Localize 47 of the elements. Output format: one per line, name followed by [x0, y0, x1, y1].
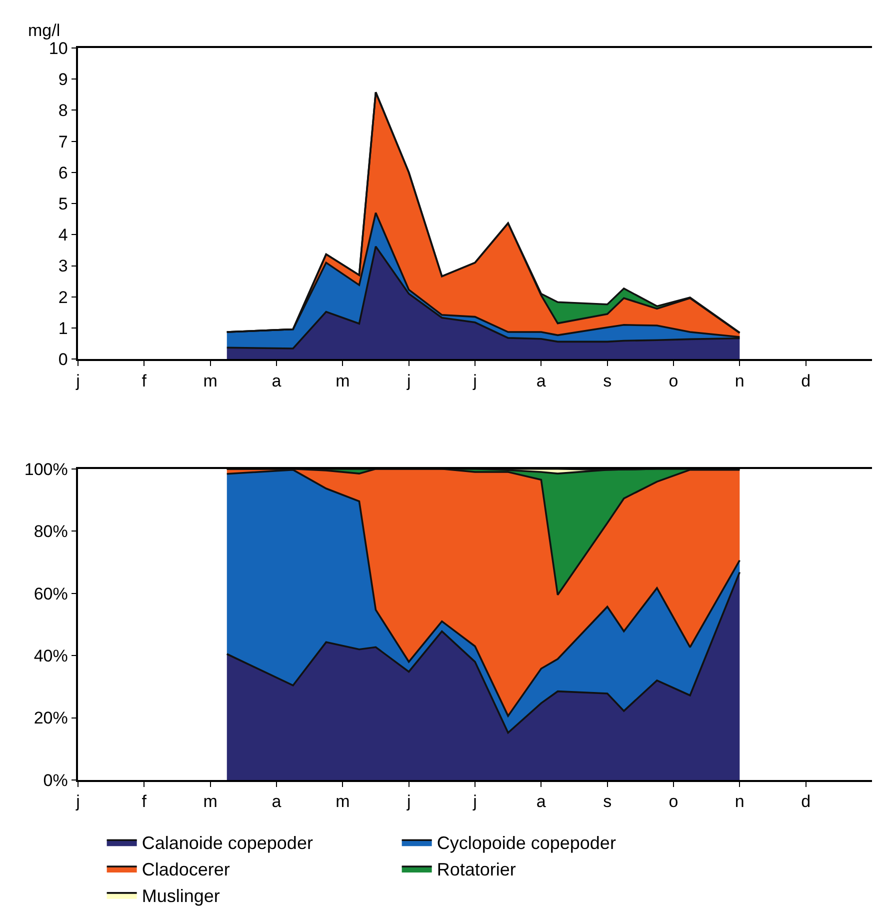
legend-label: Muslinger — [142, 886, 220, 906]
x-tick-label: o — [668, 371, 678, 390]
x-tick-label: m — [336, 371, 350, 390]
y-tick-label: 2 — [58, 288, 68, 307]
y-tick-label: 4 — [58, 226, 68, 245]
x-tick-label: d — [801, 371, 811, 390]
y-tick-label: 9 — [58, 70, 68, 90]
x-tick-label: j — [406, 371, 411, 390]
y-tick-label: 6 — [58, 163, 68, 182]
y-tick-label: 80% — [34, 522, 68, 542]
y-tick-label: 3 — [58, 256, 68, 276]
y-axis-title: mg/l — [28, 21, 60, 40]
y-tick-label: 0 — [58, 350, 68, 370]
x-tick-label: n — [734, 371, 744, 390]
x-tick-label: d — [801, 792, 811, 812]
y-tick-label: 10 — [48, 38, 68, 58]
y-tick-label: 20% — [34, 708, 68, 728]
x-tick-label: m — [203, 371, 218, 390]
y-tick-label: 8 — [58, 101, 68, 120]
y-tick-label: 7 — [58, 132, 68, 152]
x-tick-label: f — [142, 792, 147, 812]
x-tick-label: j — [472, 792, 477, 812]
legend-label: Rotatorier — [436, 860, 516, 880]
x-tick-label: a — [272, 371, 282, 390]
y-tick-label: 60% — [34, 584, 68, 604]
legend-label: Cladocerer — [142, 860, 230, 880]
legend-label: Cyclopoide copepoder — [436, 833, 616, 854]
y-tick-label: 100% — [24, 460, 68, 479]
x-tick-label: o — [668, 792, 678, 812]
x-tick-label: f — [142, 371, 147, 390]
y-tick-label: 5 — [58, 194, 68, 214]
x-tick-label: m — [336, 792, 350, 812]
x-tick-label: s — [603, 792, 612, 812]
y-tick-label: 40% — [34, 646, 68, 666]
x-tick-label: a — [536, 371, 546, 390]
x-tick-label: a — [536, 792, 546, 812]
y-tick-label: 0% — [43, 770, 68, 790]
x-tick-label: n — [734, 792, 744, 812]
x-tick-label: j — [75, 792, 80, 812]
x-tick-label: a — [272, 792, 282, 812]
x-tick-label: s — [603, 371, 612, 390]
x-tick-label: j — [472, 371, 477, 390]
x-tick-label: j — [75, 371, 80, 390]
x-tick-label: j — [406, 792, 411, 812]
x-tick-label: m — [203, 792, 218, 812]
y-tick-label: 1 — [58, 318, 68, 338]
legend-label: Calanoide copepoder — [142, 833, 313, 854]
